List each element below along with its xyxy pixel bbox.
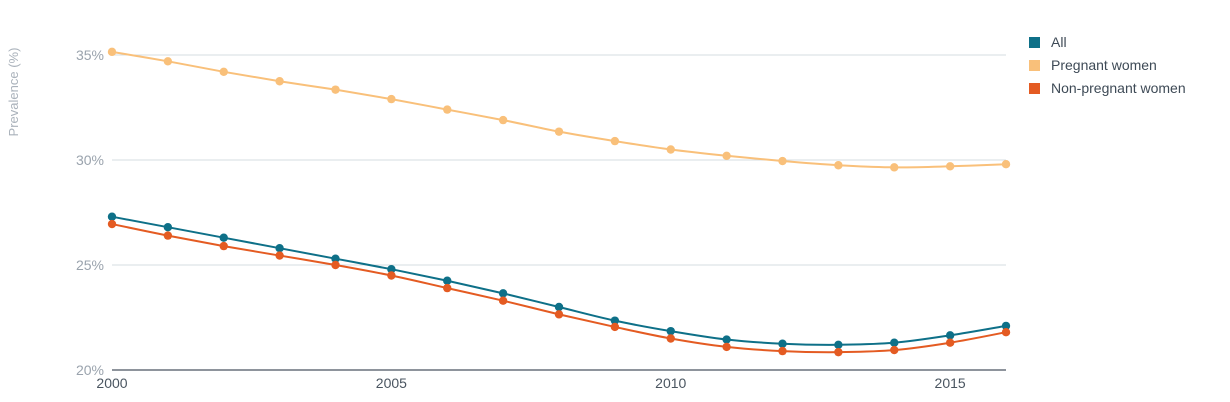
data-point xyxy=(275,251,284,260)
data-point xyxy=(666,326,675,336)
data-point xyxy=(107,212,117,221)
y-tick-label: 30% xyxy=(76,152,104,168)
data-point xyxy=(778,156,787,166)
legend[interactable]: All Pregnant women Non-pregnant women xyxy=(1029,34,1186,96)
data-point xyxy=(834,347,843,357)
legend-item-pregnant-women[interactable]: Pregnant women xyxy=(1029,57,1157,73)
x-tick-label: 2015 xyxy=(935,375,966,391)
data-point xyxy=(722,151,731,160)
data-point xyxy=(331,85,340,94)
series-line-all xyxy=(111,215,1007,346)
legend-label: Non-pregnant women xyxy=(1051,80,1186,96)
x-tick-label: 2000 xyxy=(96,375,127,391)
data-point xyxy=(387,94,396,104)
legend-label: Pregnant women xyxy=(1051,57,1157,73)
series-line-non-pregnant-women xyxy=(111,223,1007,354)
series-all xyxy=(107,212,1011,349)
data-point xyxy=(834,161,843,170)
x-tick-label: 2010 xyxy=(655,375,686,391)
data-point xyxy=(554,302,564,312)
data-point xyxy=(331,254,340,263)
y-tick-label: 20% xyxy=(76,362,104,378)
x-axis-ticks: 2000 2005 2010 2015 xyxy=(96,375,965,391)
gridlines xyxy=(112,54,1006,371)
legend-item-non-pregnant-women[interactable]: Non-pregnant women xyxy=(1029,80,1186,96)
legend-swatch xyxy=(1029,37,1040,48)
data-point xyxy=(107,219,117,229)
data-point xyxy=(554,310,564,319)
data-point xyxy=(219,67,228,77)
y-axis-label: Prevalence (%) xyxy=(6,48,21,137)
x-tick-label: 2005 xyxy=(376,375,407,391)
data-point xyxy=(219,241,228,251)
series-line-pregnant-women xyxy=(111,50,1007,169)
data-point xyxy=(107,47,117,57)
data-point xyxy=(890,345,899,355)
y-axis-ticks: 20% 25% 30% 35% xyxy=(76,47,104,378)
data-point xyxy=(610,136,620,146)
data-point xyxy=(498,296,508,305)
data-point xyxy=(219,233,228,242)
data-point xyxy=(945,162,955,171)
data-point xyxy=(331,260,340,270)
data-point xyxy=(945,331,955,340)
data-point xyxy=(890,163,899,172)
data-point xyxy=(1001,160,1011,169)
data-point xyxy=(443,283,452,293)
legend-item-all[interactable]: All xyxy=(1029,34,1067,50)
data-point xyxy=(834,340,843,349)
data-point xyxy=(387,271,396,280)
data-point xyxy=(778,339,787,348)
data-point xyxy=(163,57,173,66)
y-tick-label: 25% xyxy=(76,257,104,273)
data-point xyxy=(666,334,675,343)
data-point xyxy=(387,265,396,274)
data-point xyxy=(275,244,284,253)
legend-swatch xyxy=(1029,60,1040,71)
y-tick-label: 35% xyxy=(76,47,104,63)
data-point xyxy=(722,335,731,344)
data-point xyxy=(554,127,564,136)
series-pregnant-women xyxy=(107,47,1011,172)
series-group xyxy=(107,47,1011,357)
data-point xyxy=(945,338,955,347)
data-point xyxy=(1001,328,1011,337)
data-point xyxy=(163,223,173,232)
data-point xyxy=(666,145,675,154)
data-point xyxy=(610,322,620,332)
data-point xyxy=(890,338,899,347)
legend-swatch xyxy=(1029,83,1040,94)
data-point xyxy=(498,289,508,298)
data-point xyxy=(443,105,452,114)
legend-label: All xyxy=(1051,34,1067,50)
data-point xyxy=(498,115,508,125)
data-point xyxy=(1001,321,1011,331)
data-point xyxy=(778,346,787,356)
data-point xyxy=(163,231,173,240)
data-point xyxy=(275,77,284,86)
data-point xyxy=(722,342,731,352)
data-point xyxy=(610,316,620,325)
data-point xyxy=(443,276,452,285)
series-non-pregnant-women xyxy=(107,219,1011,357)
